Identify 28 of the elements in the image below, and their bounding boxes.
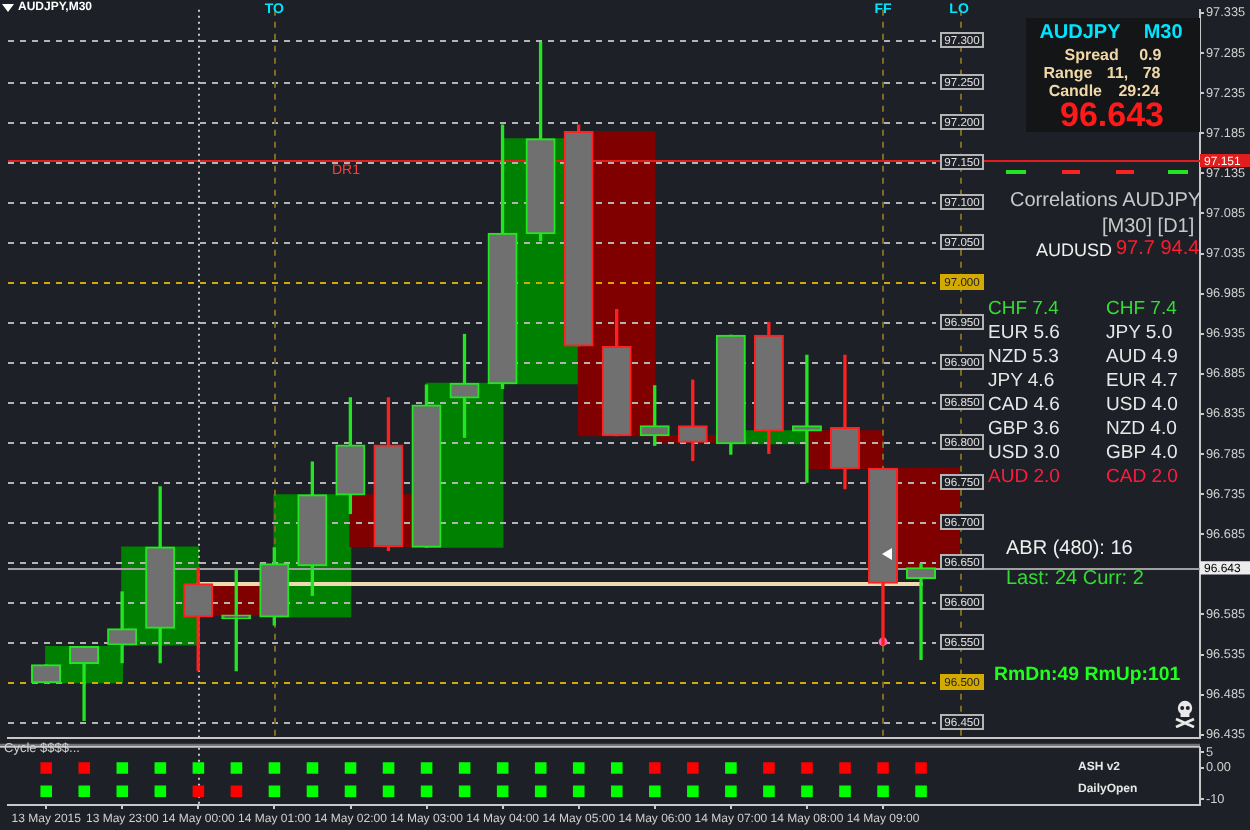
annotation: Range 11, 78 xyxy=(1043,64,1161,82)
annotation: GBP 4.0 xyxy=(1106,442,1178,465)
annotation: AUD 4.9 xyxy=(1106,346,1178,369)
annotation: Candle 29:24 xyxy=(1048,81,1160,100)
annotation: RmDn:49 RmUp:101 xyxy=(994,664,1181,687)
annotation: AUDJPY M30 xyxy=(1039,22,1183,44)
annotation: AUD 2.0 xyxy=(988,466,1060,489)
annotation: NZD 5.3 xyxy=(988,346,1059,369)
annotation: CHF 7.4 xyxy=(988,298,1059,321)
annotation: 96.643 xyxy=(1060,96,1164,134)
annotation: CAD 2.0 xyxy=(1106,466,1178,489)
annotation: Last: 24 Curr: 2 xyxy=(1006,568,1144,590)
annotation: CHF 7.4 xyxy=(1106,298,1177,321)
annotation: NZD 4.0 xyxy=(1106,418,1177,441)
annotation: EUR 4.7 xyxy=(1106,370,1178,393)
annotation: ABR (480): 16 xyxy=(1006,538,1133,560)
annotation: Correlations AUDJPY xyxy=(1010,189,1202,212)
annotation: [M30] [D1] xyxy=(1102,215,1195,238)
annotation: CAD 4.6 xyxy=(988,394,1060,417)
annotation: JPY 5.0 xyxy=(1106,322,1173,345)
annotation: Spread 0.9 xyxy=(1064,46,1162,64)
annotation: JPY 4.6 xyxy=(988,370,1055,393)
annotation: USD 3.0 xyxy=(988,442,1060,465)
annotation: GBP 3.6 xyxy=(988,418,1060,441)
annotation: USD 4.0 xyxy=(1106,394,1178,417)
annotation: 97.7 94.4 xyxy=(1116,238,1200,260)
annotation: EUR 5.6 xyxy=(988,322,1060,345)
annotation: AUDUSD xyxy=(1036,239,1113,259)
